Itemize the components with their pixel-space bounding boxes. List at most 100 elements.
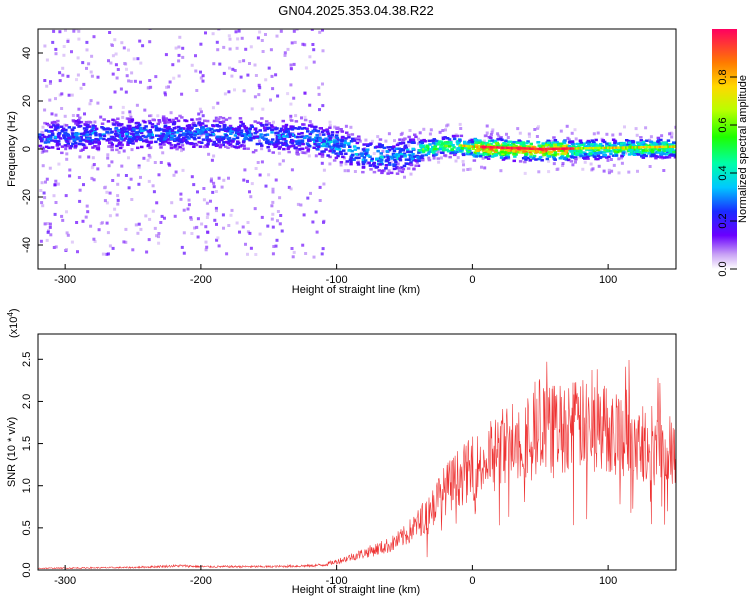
spectrogram-cell: [634, 153, 639, 156]
spectrogram-tone: [611, 146, 614, 149]
spectrogram-cell: [466, 150, 471, 154]
spectrogram-cell: [447, 138, 452, 141]
spectrogram-speck: [65, 231, 69, 235]
spectrogram-cell: [656, 136, 661, 140]
spectrogram-cell: [258, 135, 262, 138]
spectrogram-cell: [266, 126, 271, 130]
spectrogram-speck: [296, 202, 300, 206]
spectrogram-cell: [224, 118, 229, 121]
spectrogram-cell: [613, 150, 618, 153]
spectrogram-speck: [61, 66, 65, 70]
spectrogram-cell: [354, 153, 359, 156]
spectrogram-cell: [322, 138, 326, 142]
spectrogram-speck: [281, 159, 285, 163]
spectrogram-speck: [91, 156, 95, 160]
spectrogram-cell: [339, 161, 344, 164]
spectrogram-tone: [471, 145, 474, 148]
spectrogram-cell: [124, 132, 129, 136]
spectrogram-cell: [47, 123, 51, 127]
spectrogram-speck: [64, 194, 68, 198]
spectrogram-speck: [490, 130, 494, 134]
spectrogram-cell: [532, 154, 537, 158]
spectrogram-cell: [472, 159, 477, 162]
spectrogram-cell: [284, 143, 288, 146]
spectrogram-cell: [528, 159, 532, 162]
spectrogram-speck: [124, 62, 128, 66]
spectrogram-cell: [416, 164, 421, 167]
spectrogram-cell: [327, 145, 332, 148]
spectrogram-cell: [127, 137, 132, 141]
spectrogram-speck: [483, 166, 487, 170]
spectrogram-cell: [519, 141, 523, 145]
spectrogram-speck: [573, 128, 577, 132]
spectrogram-cell: [647, 152, 651, 155]
spectrogram-cell: [512, 159, 516, 163]
spectrogram-speck: [190, 175, 194, 179]
spectrogram-speck: [209, 18, 212, 21]
spectrogram-cell: [105, 127, 109, 131]
spectrogram-cell: [159, 139, 163, 143]
spectrogram-cell: [318, 127, 323, 130]
spectrogram-speck: [201, 123, 205, 127]
spectrogram-speck: [231, 67, 235, 71]
spectrogram-cell: [467, 140, 471, 144]
spectrogram-cell: [295, 142, 299, 146]
spectrogram-cell: [183, 138, 188, 142]
spectrogram-cell: [73, 133, 78, 136]
spectrogram-cell: [108, 141, 112, 145]
spectrogram-speck: [45, 58, 49, 62]
spectrogram-cell: [166, 134, 170, 137]
spectrogram-cell: [297, 132, 301, 136]
spectrogram-cell: [63, 144, 68, 147]
spectrogram-speck: [63, 114, 67, 118]
spectrogram-cell: [353, 148, 357, 151]
spectrogram-cell: [246, 132, 250, 136]
spectrogram-speck: [77, 176, 81, 179]
x-tick-label: -200: [190, 274, 212, 286]
spectrogram-cell: [467, 147, 471, 150]
spectrogram-cell: [195, 118, 200, 121]
spectrogram-cell: [86, 123, 90, 127]
spectrogram-cell: [122, 139, 126, 142]
spectrogram-cell: [335, 141, 340, 145]
spectrogram-cell: [563, 156, 567, 160]
spectrogram-cell: [83, 123, 87, 126]
spectrogram-speck: [115, 76, 119, 80]
spectrogram-speck: [105, 252, 109, 256]
spectrogram-cell: [48, 130, 52, 133]
spectrogram-speck: [114, 63, 118, 67]
spectrogram-cell: [264, 123, 269, 126]
spectrogram-cell: [656, 144, 660, 147]
spectrogram-speck: [292, 96, 296, 100]
spectrogram-cell: [336, 138, 341, 142]
spectrogram-cell: [528, 149, 532, 152]
spectrogram-cell: [602, 155, 606, 158]
spectrogram-cell: [339, 128, 343, 131]
spectrogram-cell: [421, 150, 426, 153]
spectrogram-cell: [420, 139, 424, 142]
spectrogram-speck: [230, 208, 234, 212]
spectrogram-cell: [644, 154, 648, 158]
spectrogram-cell: [287, 135, 292, 138]
spectrogram-speck: [353, 170, 357, 173]
spectrogram-speck: [283, 51, 287, 55]
spectrogram-speck: [204, 248, 208, 252]
spectrogram-cell: [62, 134, 66, 137]
spectrogram-cell: [672, 141, 676, 144]
spectrogram-cell: [625, 139, 629, 142]
spectrogram-speck: [644, 126, 648, 130]
spectrogram-cell: [310, 131, 314, 134]
spectrogram-speck: [125, 67, 128, 71]
spectrogram-cell: [110, 130, 114, 134]
spectrogram-cell: [120, 143, 124, 147]
spectrogram-cell: [110, 143, 115, 146]
spectrogram-speck: [481, 156, 485, 160]
spectrogram-cell: [662, 156, 667, 159]
spectrogram-cell: [96, 147, 101, 151]
spectrogram-cell: [88, 139, 92, 143]
spectrogram-cell: [490, 155, 495, 158]
spectrogram-cell: [176, 142, 181, 146]
spectrogram-cell: [314, 136, 319, 140]
spectrogram-speck: [113, 90, 117, 94]
spectrogram-cell: [179, 129, 183, 133]
